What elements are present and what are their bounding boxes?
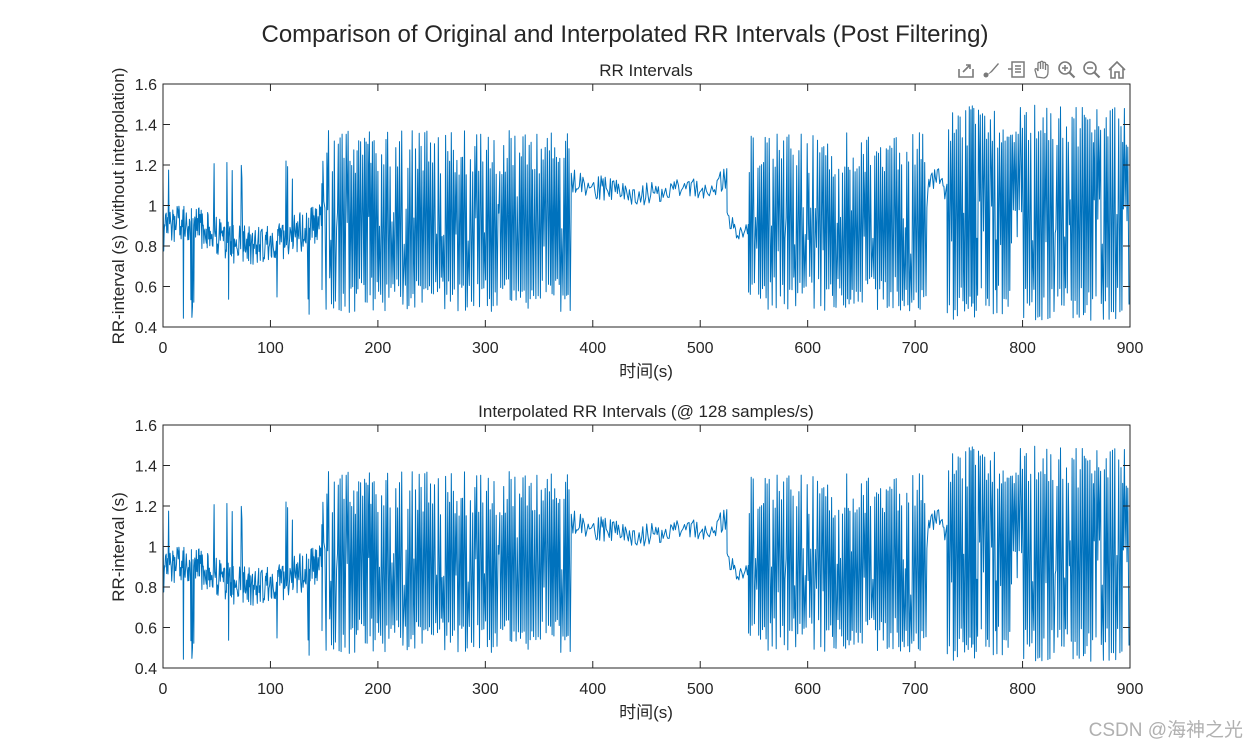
y-tick-label: 1.2: [135, 158, 157, 175]
y-tick-label: 0.8: [135, 580, 157, 597]
axes1-xlabel: 时间(s): [619, 362, 673, 381]
x-tick-label: 700: [902, 340, 929, 357]
x-tick-label: 400: [579, 681, 606, 698]
x-tick-label: 500: [687, 681, 714, 698]
x-tick-label: 600: [794, 340, 821, 357]
y-tick-label: 0.4: [135, 661, 157, 678]
x-tick-label: 900: [1117, 681, 1144, 698]
x-tick-label: 0: [159, 340, 168, 357]
y-tick-label: 0.8: [135, 239, 157, 256]
x-tick-label: 700: [902, 681, 929, 698]
x-tick-label: 600: [794, 681, 821, 698]
axes2-title: Interpolated RR Intervals (@ 128 samples…: [478, 402, 814, 421]
x-tick-label: 800: [1009, 681, 1036, 698]
y-tick-label: 1.4: [135, 459, 157, 476]
x-tick-label: 800: [1009, 340, 1036, 357]
y-tick-label: 0.4: [135, 320, 157, 337]
x-tick-label: 0: [159, 681, 168, 698]
x-tick-label: 300: [472, 681, 499, 698]
x-tick-label: 900: [1117, 340, 1144, 357]
y-tick-label: 1.2: [135, 499, 157, 516]
axes1-ticks: 0 100 200 300 400 500 600 700 800 900 0.4 0.6 0.8 1 1.…: [135, 77, 1144, 357]
export-icon[interactable]: [958, 64, 974, 78]
y-tick-label: 0.6: [135, 621, 157, 638]
x-tick-label: 400: [579, 340, 606, 357]
axes-interpolated-rr: Interpolated RR Intervals (@ 128 samples…: [109, 402, 1143, 722]
axes1-ylabel: RR-interval (s) (without interpolation): [109, 68, 128, 345]
x-tick-label: 200: [365, 681, 392, 698]
x-tick-label: 500: [687, 340, 714, 357]
y-tick-label: 1.4: [135, 118, 157, 135]
datatip-icon[interactable]: [1008, 61, 1025, 78]
axes2-xlabel: 时间(s): [619, 703, 673, 722]
x-tick-label: 100: [257, 340, 284, 357]
zoom-out-icon[interactable]: [1083, 61, 1101, 79]
y-tick-label: 1: [148, 199, 157, 216]
axes2-ticks: 0 100 200 300 400 500 600 700 800 900 0.4 0.6 0.8 1 1.…: [135, 418, 1144, 698]
axes1-title: RR Intervals: [599, 61, 693, 80]
axes-toolbar: [958, 60, 1126, 79]
axes-rr-intervals: RR Intervals 0 100 200 300 400 500 600 700 800 90…: [109, 61, 1143, 381]
brush-icon[interactable]: [983, 63, 1000, 78]
zoom-in-icon[interactable]: [1058, 61, 1076, 79]
series-line-1: [162, 104, 1130, 321]
home-icon[interactable]: [1108, 60, 1126, 79]
y-tick-label: 1.6: [135, 418, 157, 435]
x-tick-label: 200: [365, 340, 392, 357]
series-line-2: [162, 445, 1130, 662]
y-tick-label: 1.6: [135, 77, 157, 94]
pan-icon[interactable]: [1034, 60, 1049, 79]
y-tick-label: 1: [148, 540, 157, 557]
x-tick-label: 100: [257, 681, 284, 698]
figure-title: Comparison of Original and Interpolated …: [262, 21, 989, 48]
x-tick-label: 300: [472, 340, 499, 357]
axes2-ylabel: RR-interval (s): [109, 492, 128, 602]
y-tick-label: 0.6: [135, 280, 157, 297]
axes2-plot: [162, 445, 1130, 662]
watermark: CSDN @海神之光: [1089, 719, 1243, 741]
axes1-plot: [162, 104, 1130, 321]
